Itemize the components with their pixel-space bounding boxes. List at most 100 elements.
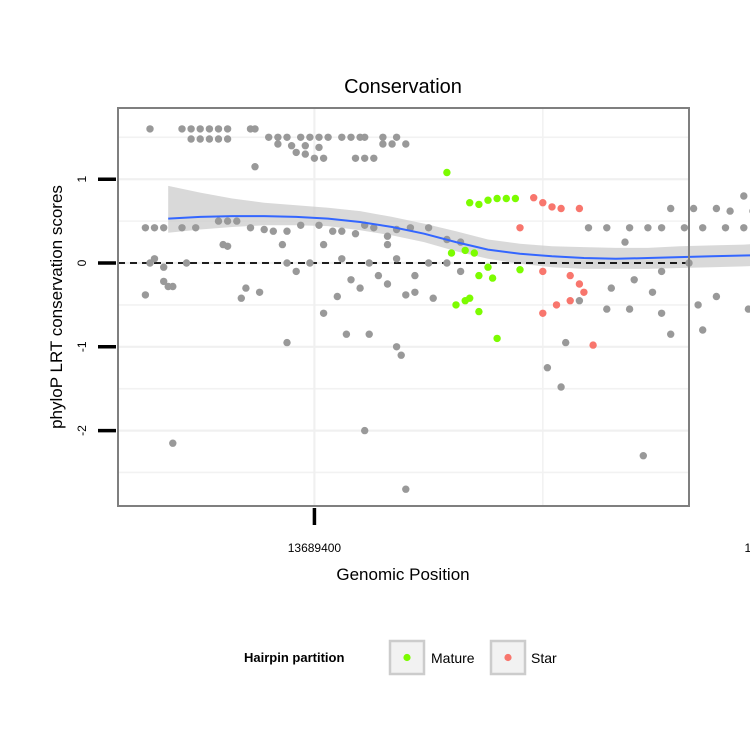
- data-point-other: [251, 163, 259, 171]
- data-point-other: [657, 224, 666, 232]
- data-point-other: [630, 276, 638, 284]
- data-point-other: [370, 224, 378, 232]
- data-point-other: [744, 305, 750, 313]
- data-point-other: [301, 142, 309, 150]
- data-point-other: [388, 140, 396, 148]
- data-point-other: [233, 217, 241, 225]
- data-point-other: [287, 142, 296, 150]
- data-point-star: [566, 297, 574, 305]
- data-point-other: [278, 240, 287, 249]
- data-point-other: [283, 133, 291, 141]
- data-point-other: [178, 224, 186, 232]
- data-point-other: [333, 292, 341, 301]
- data-point-other: [694, 301, 702, 309]
- data-point-other: [223, 125, 232, 133]
- data-point-other: [306, 259, 314, 267]
- data-point-other: [214, 217, 223, 225]
- data-point-other: [315, 143, 323, 152]
- plot-panel: [117, 107, 750, 507]
- data-point-other: [338, 133, 346, 141]
- data-point-other: [621, 238, 629, 246]
- data-point-star: [530, 194, 538, 202]
- y-tick-label: 1: [75, 176, 89, 183]
- data-point-other: [223, 217, 232, 225]
- data-point-other: [292, 148, 300, 157]
- data-point-other: [146, 125, 154, 133]
- data-point-other: [625, 224, 634, 232]
- data-point-other: [351, 230, 360, 238]
- data-point-other: [543, 364, 552, 372]
- data-point-other: [223, 135, 232, 143]
- data-point-other: [274, 133, 282, 141]
- data-point-other: [392, 343, 401, 351]
- data-point-other: [424, 259, 433, 267]
- data-point-other: [269, 227, 277, 235]
- data-point-other: [699, 224, 707, 232]
- data-point-other: [392, 255, 401, 263]
- data-point-other: [365, 330, 373, 338]
- data-point-other: [347, 133, 355, 141]
- data-point-other: [283, 338, 291, 347]
- data-point-star: [539, 199, 547, 207]
- data-point-other: [214, 125, 223, 133]
- data-point-other: [689, 204, 698, 213]
- data-point-other: [726, 207, 734, 215]
- data-point-other: [324, 133, 332, 141]
- data-point-other: [383, 232, 392, 240]
- data-point-other: [242, 284, 250, 292]
- data-point-star: [566, 271, 574, 280]
- legend-label-star: Star: [531, 650, 557, 666]
- legend-label-mature: Mature: [431, 650, 475, 666]
- data-point-other: [196, 125, 204, 133]
- data-point-other: [584, 224, 593, 232]
- y-tick-label: -2: [75, 425, 89, 436]
- data-point-other: [319, 240, 328, 249]
- data-point-other: [351, 154, 360, 162]
- data-point-other: [562, 338, 570, 347]
- data-point-mature: [475, 200, 483, 209]
- data-point-other: [429, 294, 437, 302]
- data-point-other: [315, 133, 323, 141]
- data-point-other: [251, 125, 259, 133]
- data-point-other: [443, 259, 451, 267]
- data-point-other: [196, 135, 204, 143]
- data-point-other: [260, 225, 268, 234]
- data-point-mature: [488, 274, 497, 282]
- data-point-other: [283, 259, 291, 267]
- data-point-star: [575, 280, 584, 288]
- data-point-other: [141, 224, 150, 232]
- chart-title: Conservation: [344, 76, 462, 98]
- data-point-mature: [452, 301, 460, 309]
- legend-title: Hairpin partition: [244, 650, 344, 665]
- data-point-mature: [484, 263, 492, 271]
- y-axis: 1 0 -1 -2: [75, 176, 116, 436]
- data-point-mature: [475, 271, 483, 280]
- data-point-mature: [461, 246, 469, 255]
- data-point-star: [539, 309, 547, 317]
- data-point-other: [402, 291, 410, 299]
- data-point-other: [411, 288, 419, 296]
- data-point-other: [192, 224, 200, 232]
- legend-dot-star: [504, 653, 512, 662]
- smooth-line: [168, 215, 750, 260]
- data-point-other: [319, 154, 328, 162]
- data-point-other: [301, 150, 309, 158]
- data-point-other: [338, 255, 346, 263]
- data-point-other: [740, 224, 748, 232]
- y-axis-title: phyloP LRT conservation scores: [47, 185, 66, 429]
- data-point-other: [182, 259, 191, 267]
- data-point-other: [667, 330, 675, 338]
- confidence-ribbon: [168, 185, 750, 269]
- confidence-ribbon-layer: [168, 185, 750, 269]
- data-point-mature: [466, 199, 474, 207]
- data-point-other: [699, 326, 707, 334]
- data-point-star: [557, 204, 565, 213]
- data-point-mature: [447, 249, 456, 257]
- data-point-other: [603, 224, 611, 232]
- data-point-other: [347, 276, 355, 284]
- data-point-other: [356, 284, 364, 292]
- data-point-other: [644, 224, 652, 232]
- data-point-other: [361, 154, 369, 162]
- data-point-other: [205, 125, 214, 133]
- data-point-other: [310, 154, 319, 162]
